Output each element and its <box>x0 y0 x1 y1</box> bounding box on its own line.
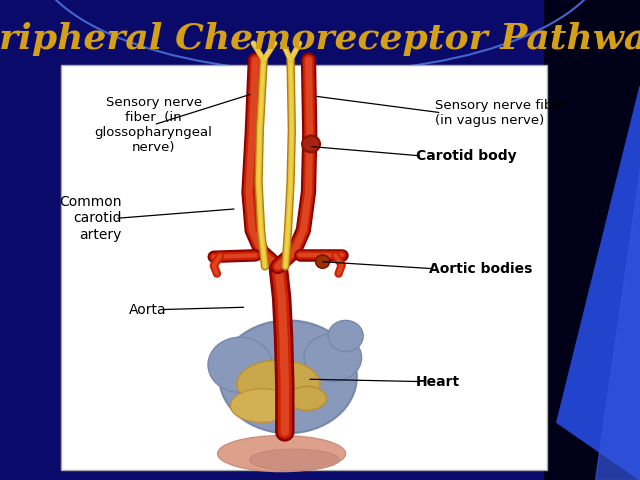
Text: Aortic bodies: Aortic bodies <box>429 262 532 276</box>
Text: Sensory nerve
fiber  (in
glossopharyngeal
nerve): Sensory nerve fiber (in glossopharyngeal… <box>95 96 212 154</box>
Ellipse shape <box>218 436 346 471</box>
Polygon shape <box>595 168 640 480</box>
Ellipse shape <box>302 136 320 153</box>
Polygon shape <box>544 0 640 480</box>
Ellipse shape <box>304 334 362 382</box>
Ellipse shape <box>219 321 357 433</box>
Ellipse shape <box>316 255 330 268</box>
Text: Common
carotid
artery: Common carotid artery <box>59 195 122 241</box>
Text: Sensory nerve fiber
(in vagus nerve): Sensory nerve fiber (in vagus nerve) <box>435 99 566 127</box>
Ellipse shape <box>237 360 320 408</box>
FancyBboxPatch shape <box>61 65 547 470</box>
Ellipse shape <box>328 321 364 351</box>
Ellipse shape <box>250 449 339 470</box>
Polygon shape <box>557 86 640 480</box>
Text: Aorta: Aorta <box>129 302 166 317</box>
Text: Heart: Heart <box>416 374 460 389</box>
Ellipse shape <box>230 389 294 422</box>
Text: Carotid body: Carotid body <box>416 149 516 163</box>
Text: Peripheral Chemoreceptor Pathways: Peripheral Chemoreceptor Pathways <box>0 22 640 56</box>
Ellipse shape <box>288 386 326 410</box>
Ellipse shape <box>208 337 272 393</box>
